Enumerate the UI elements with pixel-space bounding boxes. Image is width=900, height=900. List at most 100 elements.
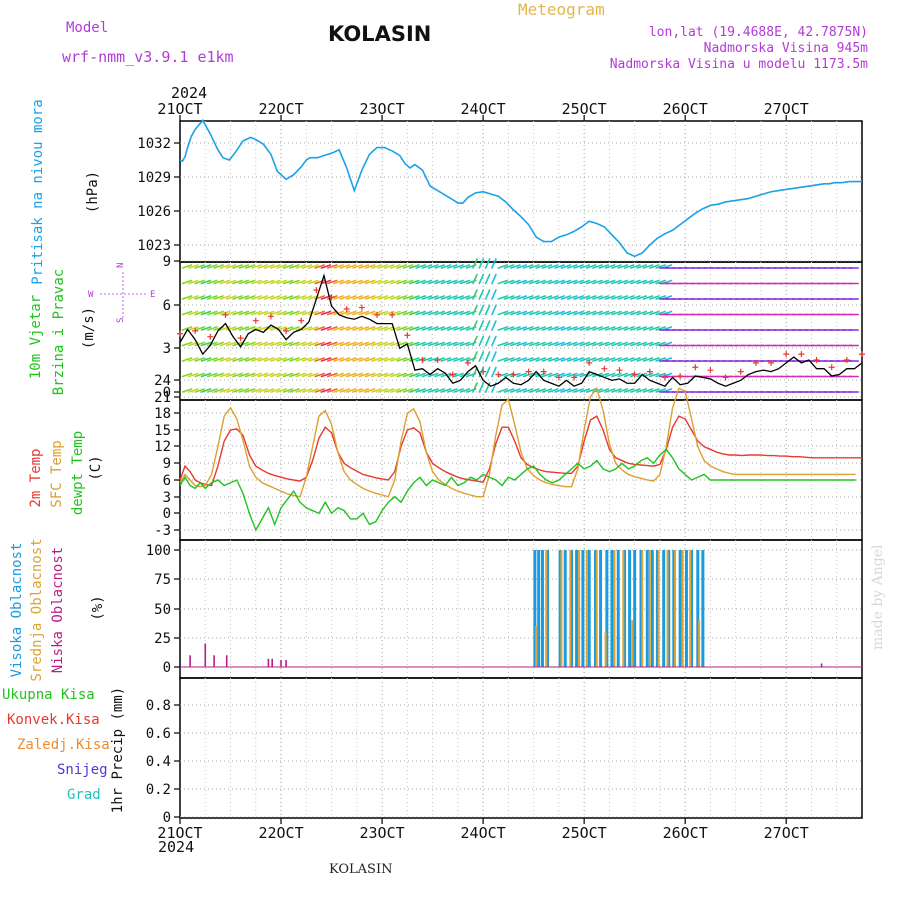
wind-barb: [244, 264, 256, 269]
wind-barb: [623, 357, 635, 362]
wind-barb: [257, 357, 269, 362]
wind-barb: [295, 279, 306, 285]
wind-barb: [491, 335, 497, 347]
high-cloud-bar: [667, 550, 671, 667]
wind-barb: [383, 295, 395, 300]
wind-barb: [188, 310, 199, 316]
wind-barb: [585, 357, 597, 362]
wind-barb: [623, 264, 635, 269]
wind-barb: [308, 295, 319, 300]
wind-barb: [396, 310, 408, 316]
wind-barb: [371, 295, 382, 300]
wind-barb: [301, 341, 313, 347]
pressure-axis-label: Pritisak na nivou mora: [30, 99, 46, 284]
wind-barb: [377, 279, 389, 285]
wind-barb: [579, 279, 591, 285]
wind-barb: [206, 388, 218, 393]
wind-barb: [415, 372, 426, 378]
wind-barb: [503, 310, 515, 316]
wind-barb: [453, 326, 464, 331]
wind-barb: [604, 264, 616, 269]
wind-barb: [560, 326, 572, 331]
pressure-line: [179, 118, 862, 258]
wind-barb: [213, 372, 224, 378]
panels: [174, 115, 863, 824]
wind-barb: [459, 341, 471, 347]
wind-barb: [503, 326, 515, 331]
wind-barb: [604, 357, 616, 362]
wind-barb: [547, 341, 559, 347]
wind-barb: [326, 357, 338, 362]
wind-barb: [535, 357, 546, 362]
wind-barb: [371, 357, 382, 362]
wind-barb: [314, 310, 325, 316]
wind-barb: [598, 326, 610, 331]
wind-barb: [181, 372, 193, 378]
wind-barb: [377, 310, 389, 316]
lonlat-text: lon,lat (19.4688E, 42.7875N): [648, 25, 868, 40]
high-cloud-bar: [581, 550, 585, 667]
wind-barb: [251, 388, 262, 393]
wind-barb: [434, 264, 445, 269]
wind-barb: [516, 388, 528, 393]
wind-barb: [390, 357, 401, 362]
wind-barb: [364, 341, 376, 347]
wind-barb: [503, 264, 515, 269]
wind-barb: [522, 279, 534, 285]
wind-barb: [453, 310, 464, 316]
mid-cloud-bar: [545, 550, 548, 667]
compass-e: E: [150, 290, 155, 300]
wind-barb: [282, 372, 294, 378]
wind-barb: [390, 279, 401, 285]
wind-barb: [617, 279, 629, 285]
wind-barb: [478, 320, 485, 331]
high-cloud-bar: [672, 550, 676, 667]
wind-barb: [415, 295, 426, 300]
sfc-temp-axis-label: SFC Temp: [49, 440, 65, 507]
low-cloud-bar: [820, 663, 823, 667]
wind-barb: [181, 326, 193, 331]
wind-barb: [326, 341, 338, 347]
wind-barb: [333, 279, 344, 285]
wind-barb: [585, 264, 597, 269]
wind-barb: [213, 310, 224, 316]
wind-barb: [194, 341, 205, 347]
wind-barb: [573, 388, 584, 393]
high-cloud-bar: [696, 550, 700, 667]
wind-gust-marker: [752, 359, 759, 366]
wind-barb: [263, 372, 275, 378]
wind-barb: [225, 372, 237, 378]
wind-barb: [301, 295, 313, 300]
x-tick-label-top: 22OCT: [258, 100, 303, 118]
wind-barb: [194, 372, 205, 378]
mid-cloud-bar: [698, 620, 701, 667]
wind-barb: [598, 279, 610, 285]
wind-barb: [333, 357, 344, 362]
wind-barb: [225, 388, 237, 393]
mid-cloud-bar: [666, 550, 669, 667]
wind-barb: [541, 310, 553, 316]
wind-barb: [472, 335, 478, 347]
wind-barb: [213, 295, 224, 300]
wind-barb: [213, 264, 224, 269]
wind-speed-line: [179, 273, 863, 387]
wind-barb: [617, 341, 629, 347]
wind-barb: [276, 388, 288, 393]
wind-barb: [547, 295, 559, 300]
high-cloud-bar: [655, 550, 659, 667]
wind-barb: [491, 273, 497, 285]
wind-barb: [263, 388, 275, 393]
wind-barb: [592, 279, 603, 285]
panel-frame-pressure: [179, 120, 863, 263]
low-cloud-bar: [285, 659, 287, 667]
wind-barb: [206, 341, 218, 347]
wind-barb: [364, 357, 376, 362]
wind-gust-marker: [404, 332, 411, 339]
mid-cloud-bar: [689, 550, 692, 667]
wind-gust-marker: [540, 368, 547, 375]
y-tick-label: 6: [163, 298, 171, 314]
wind-barb: [244, 326, 256, 331]
x-tick-label-top: 27OCT: [764, 100, 809, 118]
wind-barb: [333, 388, 344, 393]
low-cloud-bar: [225, 655, 228, 667]
